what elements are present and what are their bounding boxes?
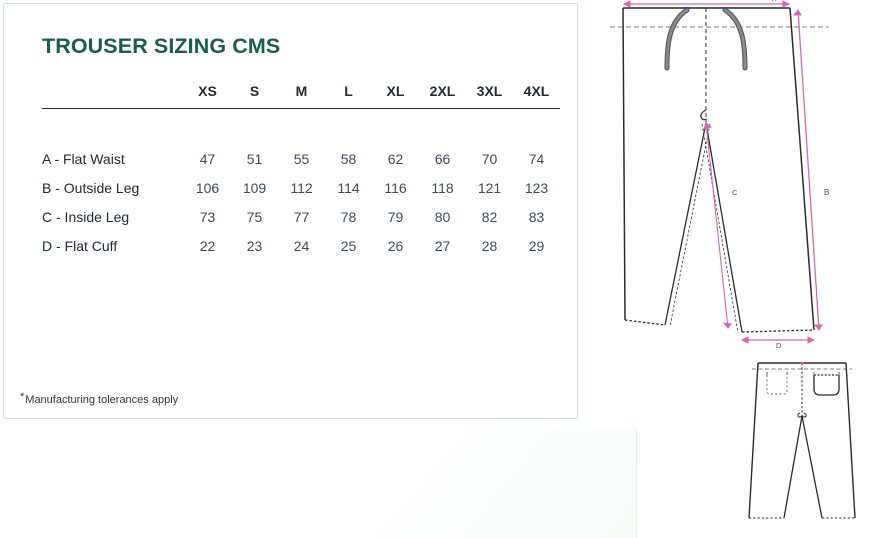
svg-text:A: A xyxy=(772,0,777,3)
svg-text:C: C xyxy=(732,188,738,197)
svg-text:D: D xyxy=(776,341,782,350)
svg-text:B: B xyxy=(824,188,829,197)
